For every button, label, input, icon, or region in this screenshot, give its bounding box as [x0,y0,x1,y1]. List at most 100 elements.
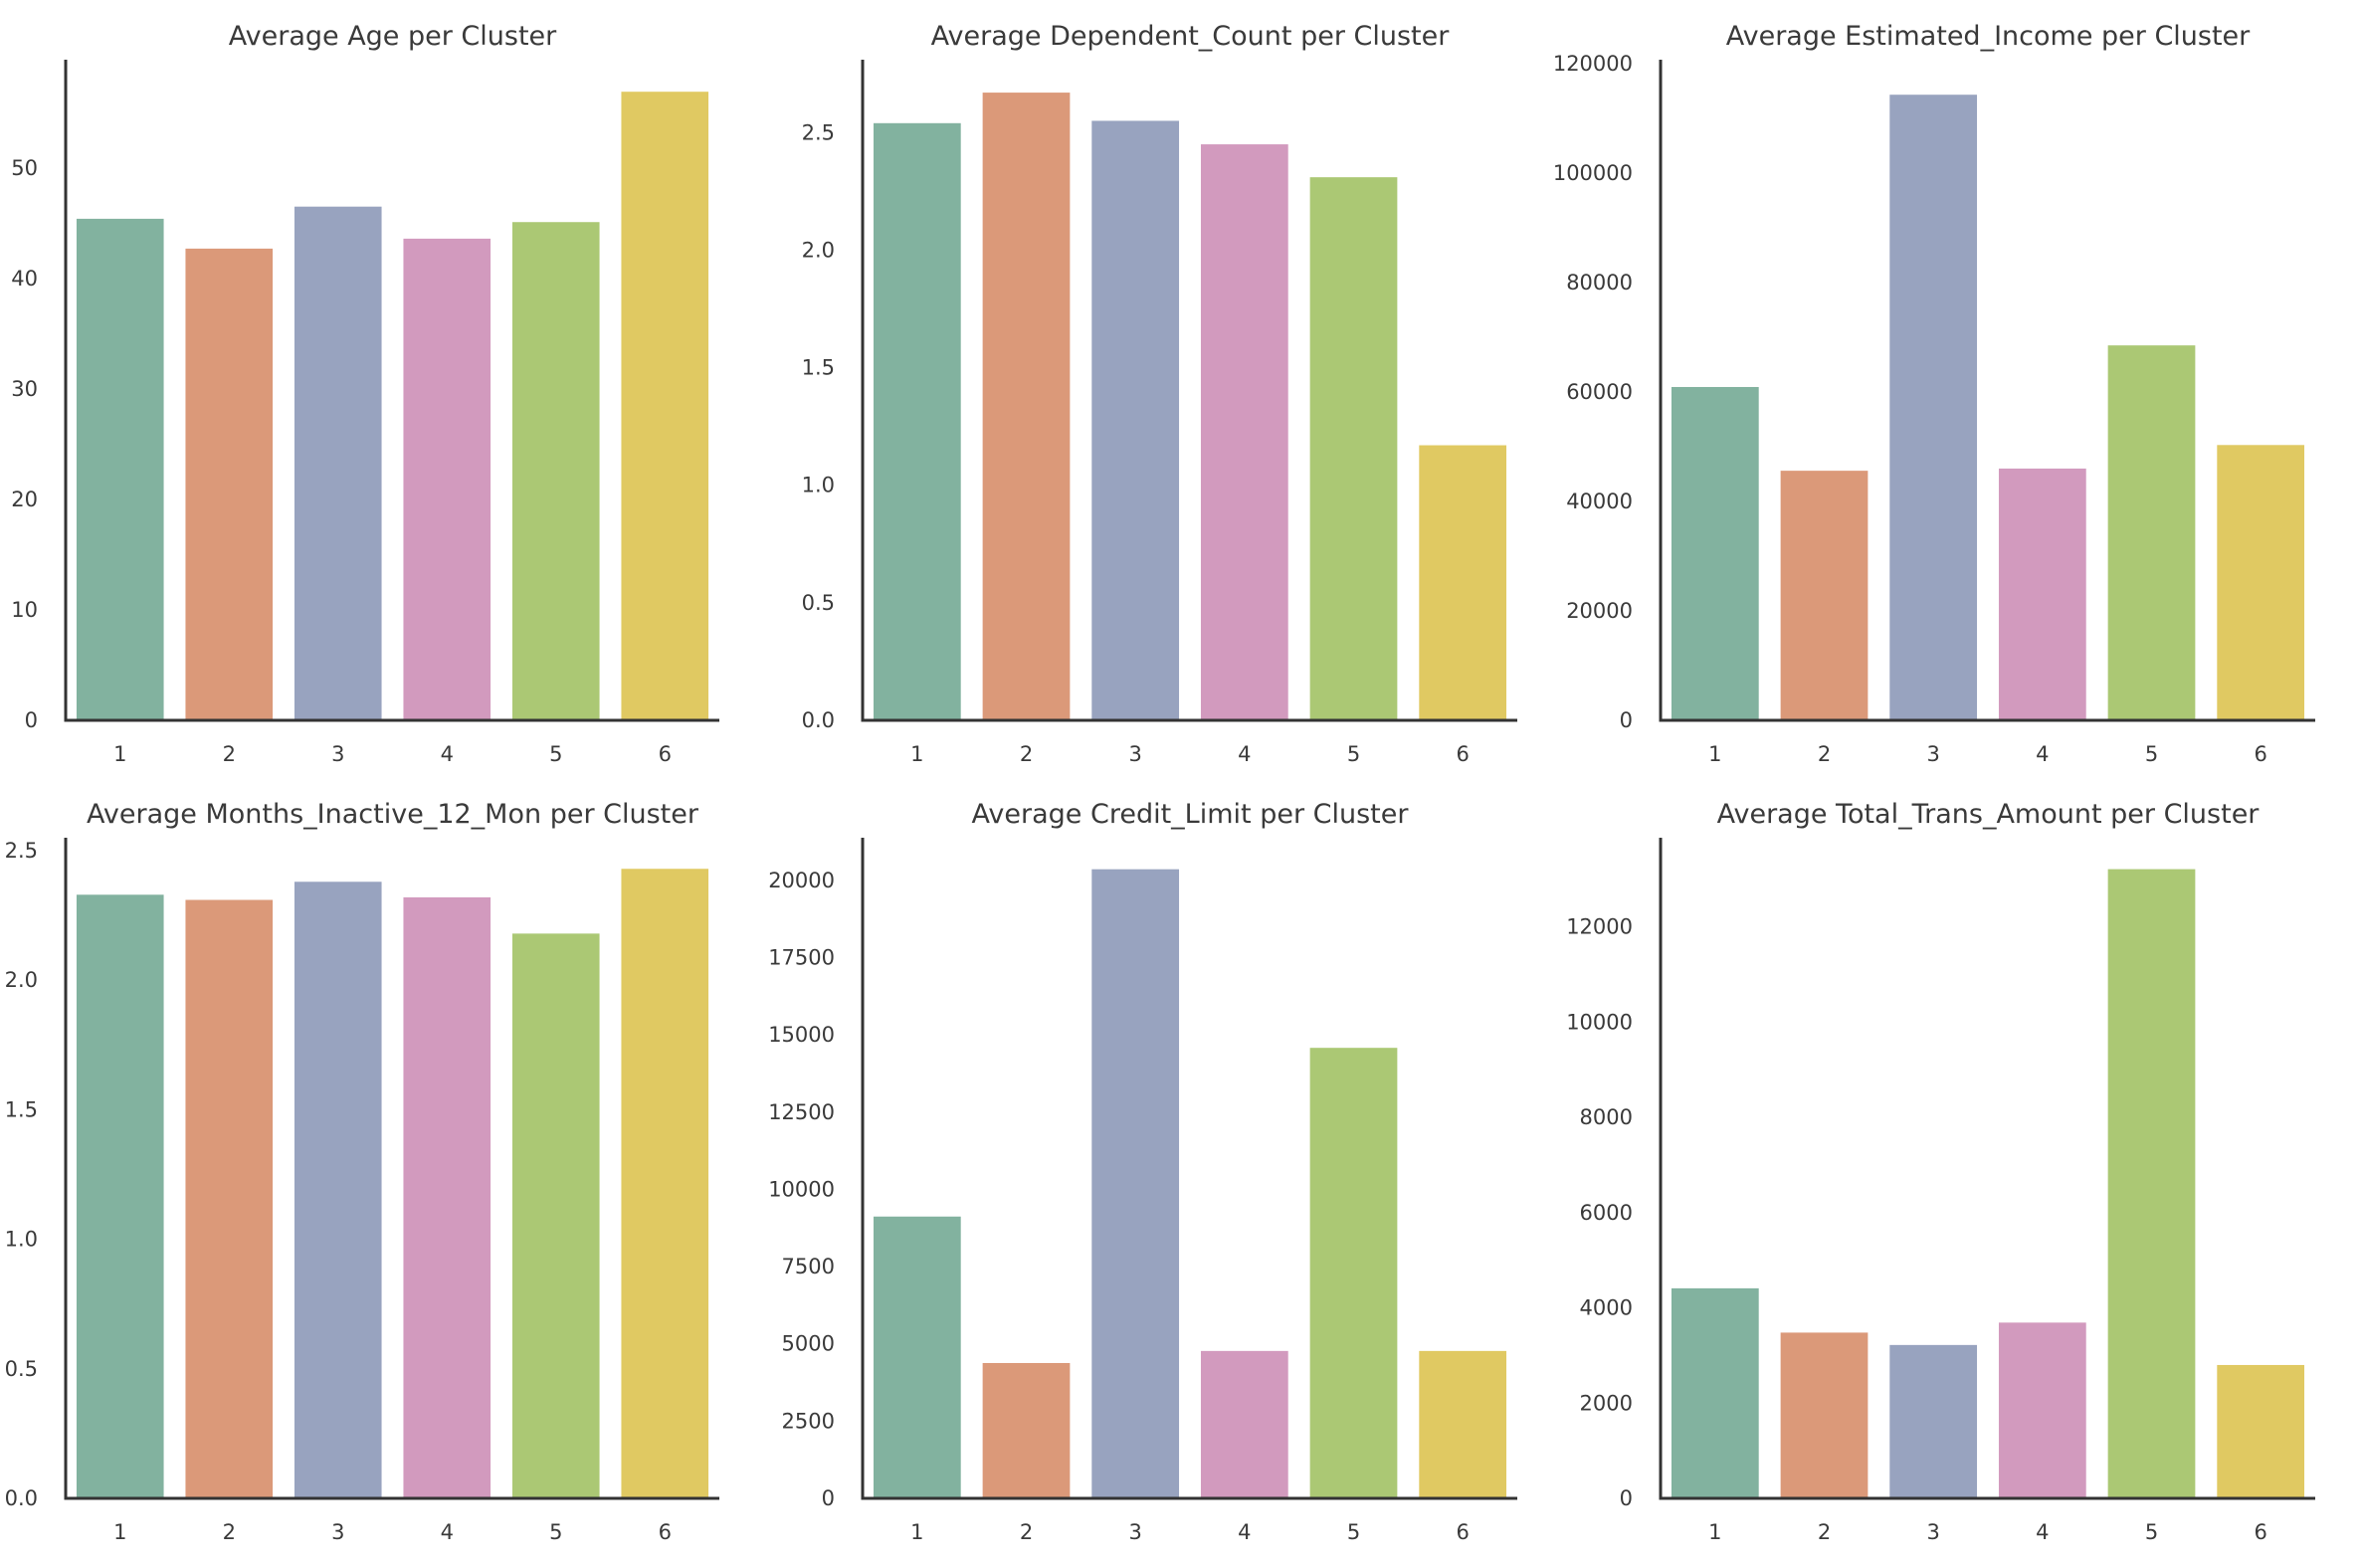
bar-cluster-5 [511,222,600,721]
x-tick-label: 3 [1128,1520,1141,1544]
x-tick-label: 5 [549,1520,562,1544]
chart-average-months-inactive: Average Months_Inactive_12_Mon per Clust… [5,799,719,1544]
y-tick-label: 0.5 [5,1357,38,1381]
bar-cluster-1 [1671,1287,1759,1498]
y-tick-label: 0.5 [802,591,835,615]
y-tick-label: 2000 [1580,1391,1633,1415]
y-tick-label: 50 [11,156,38,180]
bar-cluster-6 [621,869,709,1498]
chart-title: Average Credit_Limit per Cluster [972,799,1410,830]
bar-cluster-2 [185,248,274,720]
bar-cluster-2 [185,899,274,1498]
y-tick-label: 1.5 [802,356,835,380]
y-tick-label: 0.0 [5,1486,38,1510]
bar-cluster-5 [1309,1048,1398,1498]
chart-title: Average Estimated_Income per Cluster [1726,21,2251,52]
chart-average-age: Average Age per Cluster 0 10 20 30 40 50 1 2 3 4… [11,21,719,766]
y-axis-ticks: 0.0 0.5 1.0 1.5 2.0 2.5 [5,839,38,1510]
bar-cluster-3 [1091,120,1180,720]
bar-cluster-1 [873,122,961,720]
y-tick-label: 30 [11,377,38,401]
x-tick-label: 6 [659,1520,672,1544]
bar-cluster-6 [2217,445,2305,720]
x-tick-label: 3 [1128,742,1141,766]
x-tick-label: 3 [331,742,344,766]
bar-cluster-4 [1998,1322,2086,1498]
y-axis-ticks: 0 20000 40000 60000 80000 100000 120000 [1553,52,1633,732]
bar-cluster-1 [1671,386,1759,720]
y-tick-label: 5000 [782,1332,835,1356]
bar-cluster-3 [1091,869,1180,1498]
bar-cluster-3 [1889,1344,1978,1498]
y-tick-label: 10000 [1566,1010,1633,1034]
bar-cluster-1 [873,1216,961,1498]
bar-cluster-2 [982,93,1071,720]
y-tick-label: 17500 [768,946,835,970]
bar-cluster-6 [1419,445,1507,720]
x-tick-label: 6 [2254,742,2266,766]
bars [76,92,709,721]
bar-cluster-1 [76,894,164,1498]
bars [76,869,709,1498]
x-tick-label: 4 [441,1520,454,1544]
x-tick-label: 4 [2036,742,2049,766]
y-tick-label: 20000 [1566,599,1633,623]
bar-cluster-2 [1780,471,1869,720]
y-tick-label: 80000 [1566,271,1633,294]
x-tick-label: 1 [1708,1520,1721,1544]
chart-title: Average Total_Trans_Amount per Cluster [1717,799,2261,830]
x-tick-label: 2 [1020,1520,1033,1544]
x-tick-label: 6 [1456,1520,1469,1544]
y-tick-label: 8000 [1580,1105,1633,1129]
y-tick-label: 2.0 [802,238,835,262]
bar-cluster-4 [1200,144,1288,720]
bar-cluster-4 [403,896,492,1498]
x-tick-label: 3 [331,1520,344,1544]
bars [1671,869,2305,1498]
x-tick-label: 3 [1926,1520,1939,1544]
y-tick-label: 2500 [782,1409,835,1433]
y-tick-label: 120000 [1553,52,1633,76]
x-tick-label: 2 [1020,742,1033,766]
x-tick-label: 2 [1818,742,1831,766]
y-tick-label: 40 [11,267,38,291]
bar-cluster-1 [76,218,164,720]
bar-cluster-5 [511,933,600,1498]
x-tick-label: 2 [223,1520,236,1544]
y-tick-label: 40000 [1566,490,1633,513]
x-tick-label: 4 [1238,1520,1251,1544]
x-tick-label: 4 [441,742,454,766]
bar-cluster-3 [1889,95,1978,721]
bar-cluster-2 [982,1362,1071,1498]
bar-cluster-2 [1780,1332,1869,1498]
x-tick-label: 4 [1238,742,1251,766]
y-tick-label: 0.0 [802,708,835,732]
bars [873,869,1507,1498]
x-tick-label: 5 [1347,742,1360,766]
chart-average-total-trans-amount: Average Total_Trans_Amount per Cluster 0… [1566,799,2315,1544]
bar-cluster-4 [1998,468,2086,720]
y-tick-label: 60000 [1566,380,1633,404]
y-tick-label: 15000 [768,1023,835,1047]
bar-cluster-3 [294,882,382,1498]
chart-title: Average Dependent_Count per Cluster [931,21,1451,52]
x-tick-label: 2 [223,742,236,766]
y-tick-label: 4000 [1580,1296,1633,1320]
x-axis-ticks: 1 2 3 4 5 6 [910,1520,1470,1544]
y-tick-label: 20 [11,488,38,511]
chart-average-credit-limit: Average Credit_Limit per Cluster 0 2500 50… [768,799,1517,1544]
x-tick-label: 5 [549,742,562,766]
y-tick-label: 20000 [768,869,835,892]
x-tick-label: 4 [2036,1520,2049,1544]
x-tick-label: 6 [659,742,672,766]
y-tick-label: 0 [1620,1486,1633,1510]
bar-cluster-4 [1200,1350,1288,1498]
x-tick-label: 5 [1347,1520,1360,1544]
x-axis-ticks: 1 2 3 4 5 6 [113,742,672,766]
x-tick-label: 3 [1926,742,1939,766]
y-tick-label: 0 [822,1486,835,1510]
bar-cluster-5 [2107,345,2196,720]
y-axis-ticks: 0 2500 5000 7500 10000 12500 15000 17500 20000 [768,869,835,1510]
y-tick-label: 1.5 [5,1097,38,1121]
x-tick-label: 5 [2145,742,2158,766]
